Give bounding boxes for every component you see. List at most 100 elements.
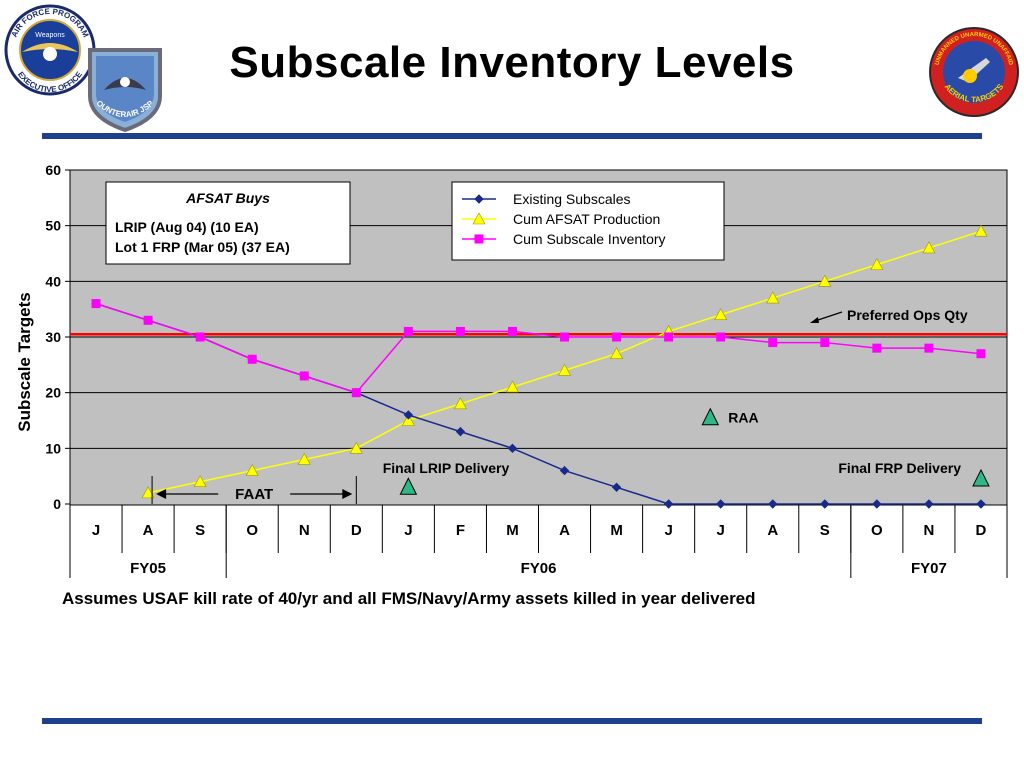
x-tick-label: J	[404, 522, 412, 539]
x-tick-label: F	[456, 522, 465, 539]
x-tick-label: M	[506, 522, 519, 539]
milestone-marker	[399, 477, 418, 495]
x-tick-label: D	[976, 522, 987, 539]
data-point	[768, 338, 778, 348]
afpeo-weapons-logo: Weapons AIR FORCE PROGRAM EXECUTIVE OFFI…	[4, 4, 96, 96]
milestone-label: RAA	[728, 410, 758, 426]
data-point	[870, 258, 884, 270]
x-tick-label: J	[717, 522, 725, 539]
data-point	[922, 241, 936, 254]
y-tick-label: 60	[45, 162, 61, 178]
data-point	[401, 413, 415, 426]
preferred-ops-annotation: Preferred Ops Qty	[810, 307, 968, 323]
y-tick-label: 30	[45, 329, 61, 345]
x-tick-label: O	[246, 522, 258, 539]
data-point	[245, 463, 259, 476]
data-point	[193, 475, 207, 488]
data-point	[558, 363, 572, 376]
legend-swatch-marker	[474, 194, 484, 204]
x-tick-label: M	[610, 522, 623, 539]
data-point	[560, 332, 570, 342]
data-point	[714, 308, 728, 321]
y-tick-label: 20	[45, 385, 61, 401]
data-point	[872, 499, 882, 509]
x-tick-label: A	[767, 522, 778, 539]
data-point	[715, 499, 726, 509]
data-point	[559, 465, 570, 476]
data-point	[924, 499, 934, 509]
data-point	[976, 499, 986, 509]
faat-annotation: FAAT	[151, 476, 357, 504]
data-point	[349, 441, 363, 454]
counterair-jspo-logo: COUNTERAIR JSPO	[82, 46, 162, 132]
legend-label: Existing Subscales	[513, 191, 631, 207]
data-point	[611, 482, 622, 493]
y-tick-label: 10	[45, 440, 61, 456]
afsat-buys-box: AFSAT Buys LRIP (Aug 04) (10 EA) Lot 1 F…	[105, 181, 351, 265]
x-tick-label: O	[871, 522, 883, 539]
afsat-buys-line-2: Lot 1 FRP (Mar 05) (37 EA)	[115, 239, 290, 255]
preferred-ops-label: Preferred Ops Qty	[847, 307, 968, 323]
x-tick-label: N	[923, 522, 934, 539]
data-point	[299, 371, 309, 381]
milestone-marker	[701, 407, 720, 426]
bottom-divider	[42, 718, 982, 724]
legend-label: Cum Subscale Inventory	[513, 231, 666, 247]
y-tick-label: 50	[45, 218, 61, 234]
faat-arrowhead-left	[156, 489, 167, 499]
data-point	[195, 332, 205, 342]
data-point	[872, 343, 882, 353]
data-point	[453, 397, 467, 410]
data-point	[507, 326, 517, 336]
y-axis: 0 10 20 30 40 50 60	[45, 162, 71, 512]
data-point	[976, 349, 986, 359]
series-markers	[91, 224, 988, 509]
x-tick-label: S	[820, 522, 830, 539]
x-tick-label: N	[299, 522, 310, 539]
x-tick-label: A	[143, 522, 154, 539]
milestone-label: Final FRP Delivery	[838, 460, 961, 476]
legend-swatch-marker	[474, 234, 484, 244]
faat-arrowhead-right	[342, 489, 353, 499]
data-point	[612, 332, 622, 342]
milestone-label: Final LRIP Delivery	[383, 460, 510, 476]
fiscal-year-label: FY06	[521, 560, 557, 577]
data-point	[610, 347, 624, 359]
page-title: Subscale Inventory Levels	[229, 38, 795, 87]
data-point	[247, 354, 257, 364]
fiscal-year-label: FY05	[130, 560, 166, 577]
data-point	[91, 299, 101, 309]
fiscal-year-label: FY07	[911, 560, 947, 577]
y-tick-label: 0	[53, 496, 61, 512]
data-point	[403, 326, 413, 336]
aerial-targets-logo: UNMANNED UNARMED UNAFFAID AERIAL TARGETS	[929, 27, 1019, 117]
inventory-chart: 0 10 20 30 40 50 60 Subscale Targets J A S O N D J F M…	[15, 162, 1008, 578]
x-axis: J A S O N D J F M A M J J A S O N D FY05 FY06 FY07	[69, 505, 1008, 578]
afsat-buys-line-1: LRIP (Aug 04) (10 EA)	[115, 219, 259, 235]
data-point	[351, 388, 361, 398]
series-line-cum-subscale-inventory	[95, 302, 982, 394]
afsat-buys-title: AFSAT Buys	[185, 190, 270, 206]
data-point	[505, 380, 519, 393]
data-point	[818, 274, 832, 287]
data-point	[716, 332, 726, 342]
data-point	[820, 338, 830, 348]
x-tick-label: J	[664, 522, 672, 539]
y-tick-label: 40	[45, 273, 61, 289]
data-point	[664, 332, 674, 342]
data-point	[974, 224, 988, 237]
data-point	[141, 486, 155, 499]
afpeo-center-text: Weapons	[35, 32, 65, 39]
data-point	[455, 426, 466, 437]
data-point	[297, 452, 311, 465]
data-point	[507, 443, 518, 454]
top-divider	[42, 133, 982, 139]
data-point	[455, 326, 465, 336]
legend-swatch-marker	[472, 212, 486, 225]
x-tick-label: S	[195, 522, 205, 539]
data-point	[924, 343, 934, 353]
data-point	[403, 410, 414, 420]
legend-label: Cum AFSAT Production	[513, 211, 660, 227]
data-point	[143, 315, 153, 325]
faat-label: FAAT	[235, 486, 273, 503]
